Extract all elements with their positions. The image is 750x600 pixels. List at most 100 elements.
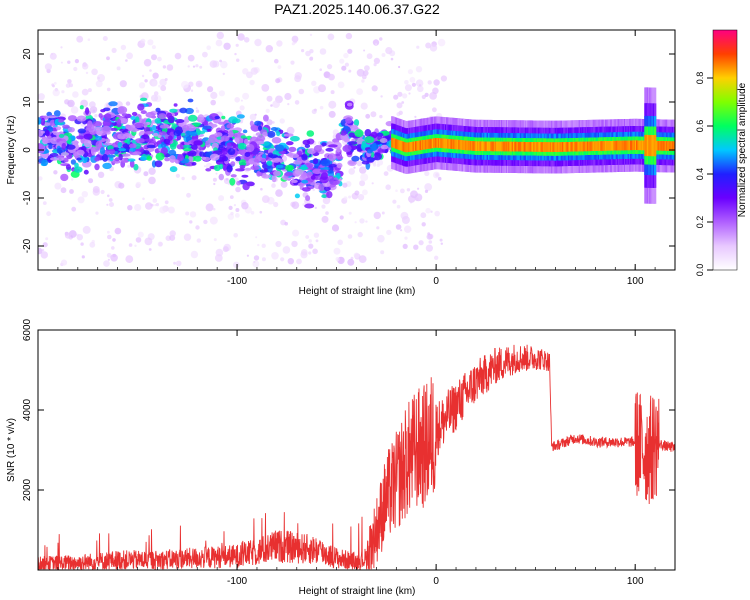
heatmap-speckle: [275, 240, 282, 248]
heatmap-blob: [350, 145, 358, 150]
heatmap-blob: [182, 124, 190, 132]
heatmap-speckle: [401, 216, 410, 224]
heatmap-speckle: [325, 211, 329, 215]
heatmap-blob: [335, 172, 341, 179]
heatmap-speckle: [402, 93, 408, 99]
heatmap-speckle: [333, 247, 341, 255]
heatmap-blob: [351, 155, 360, 162]
heatmap-blob: [48, 143, 53, 150]
heatmap-speckle: [265, 45, 273, 53]
heatmap-blob: [336, 155, 344, 160]
heatmap-speckle: [347, 234, 353, 239]
heatmap-speckle: [195, 225, 200, 230]
heatmap-speckle: [291, 35, 299, 43]
heatmap-speckle: [348, 168, 356, 175]
heatmap-blob: [274, 139, 279, 144]
colorbar-ticks: 0.0 0.2 0.4 0.6 0.8: [695, 72, 713, 277]
heatmap-speckle: [312, 248, 318, 255]
heatmap-blob: [258, 125, 262, 131]
heatmap-ridge-cell: [673, 141, 675, 151]
heatmap-speckle: [292, 229, 300, 237]
heatmap-speckle: [356, 160, 363, 167]
heatmap-speckle: [60, 46, 63, 49]
heatmap-blob: [244, 152, 251, 158]
heatmap-blob: [294, 193, 300, 199]
heatmap-blob: [214, 115, 220, 120]
heatmap-speckle: [380, 95, 383, 98]
heatmap-speckle: [67, 60, 71, 64]
heatmap-speckle: [205, 203, 214, 212]
heatmap-speckle: [235, 186, 241, 193]
heatmap-blob: [266, 164, 273, 173]
heatmap-blob: [47, 135, 52, 139]
heatmap-blob: [106, 154, 116, 158]
heatmap-blob: [58, 133, 65, 138]
heatmap-speckle: [148, 248, 152, 251]
heatmap-speckle: [151, 94, 158, 102]
heatmap-blob: [70, 159, 76, 165]
heatmap-ridge-cell: [481, 141, 485, 151]
heatmap-ridge-cell: [503, 141, 506, 152]
heatmap-speckle: [371, 182, 374, 185]
heatmap-speckle: [357, 194, 365, 201]
heatmap-speckle: [429, 44, 438, 52]
heatmap-speckle: [437, 176, 442, 181]
heatmap-blob: [159, 124, 168, 129]
heatmap-blob: [205, 140, 211, 148]
colorbar-label: Normalized spectral amplitude: [737, 82, 748, 217]
heatmap-blob: [241, 174, 249, 178]
heatmap-speckle: [404, 84, 412, 92]
colorbar: 0.0 0.2 0.4 0.6 0.8 Normalized spectral ampl…: [695, 29, 748, 277]
heatmap-speckle: [273, 201, 279, 208]
heatmap-blob: [261, 174, 271, 179]
heatmap-speckle: [331, 224, 340, 232]
heatmap-speckle: [142, 197, 145, 201]
heatmap-speckle: [46, 211, 51, 217]
heatmap-blob: [102, 153, 108, 162]
heatmap-speckle: [381, 53, 386, 57]
heatmap-speckle: [353, 166, 356, 169]
heatmap-speckle: [100, 189, 105, 195]
heatmap-ridge-cell: [432, 138, 436, 148]
heatmap-speckle: [357, 231, 363, 238]
heatmap-speckle: [40, 251, 48, 259]
heatmap-speckle: [308, 239, 313, 243]
colorbar-tick-label: 0.0: [695, 264, 705, 277]
heatmap-speckle: [225, 178, 229, 181]
heatmap-blob: [306, 130, 315, 137]
heatmap-blob: [325, 147, 334, 152]
heatmap-speckle: [272, 121, 275, 124]
x-tick-label: 0: [433, 276, 439, 287]
heatmap-blob: [140, 110, 147, 115]
heatmap-speckle: [239, 105, 245, 111]
heatmap-speckle: [213, 238, 217, 242]
heatmap-speckle: [385, 47, 393, 55]
heatmap-speckle: [89, 101, 96, 108]
heatmap-speckle: [313, 232, 320, 238]
heatmap-speckle: [249, 113, 257, 121]
heatmap-blob: [195, 130, 206, 135]
heatmap-blob: [117, 106, 128, 114]
heatmap-blob: [191, 161, 197, 166]
heatmap-blob: [191, 144, 198, 150]
heatmap-blob: [73, 166, 83, 173]
heatmap-ridge-cell: [487, 141, 491, 152]
heatmap-blob: [353, 119, 360, 127]
heatmap-speckle: [97, 74, 105, 82]
heatmap-speckle: [209, 60, 218, 68]
heatmap-blob: [193, 140, 203, 146]
heatmap-blob: [312, 168, 323, 175]
heatmap-speckle: [183, 233, 192, 241]
heatmap-blob: [263, 114, 269, 122]
heatmap-speckle: [53, 81, 57, 85]
heatmap-blob: [168, 149, 177, 157]
heatmap-ridge-cell: [423, 139, 426, 150]
heatmap-speckle: [311, 80, 317, 87]
heatmap-blob: [298, 166, 309, 170]
heatmap-speckle: [363, 49, 366, 52]
heatmap-blob: [108, 101, 118, 107]
heatmap-speckle: [49, 52, 57, 60]
spectrogram-y-label: Frequency (Hz): [6, 116, 17, 185]
heatmap-speckle: [215, 39, 223, 47]
heatmap-blob: [108, 148, 116, 155]
